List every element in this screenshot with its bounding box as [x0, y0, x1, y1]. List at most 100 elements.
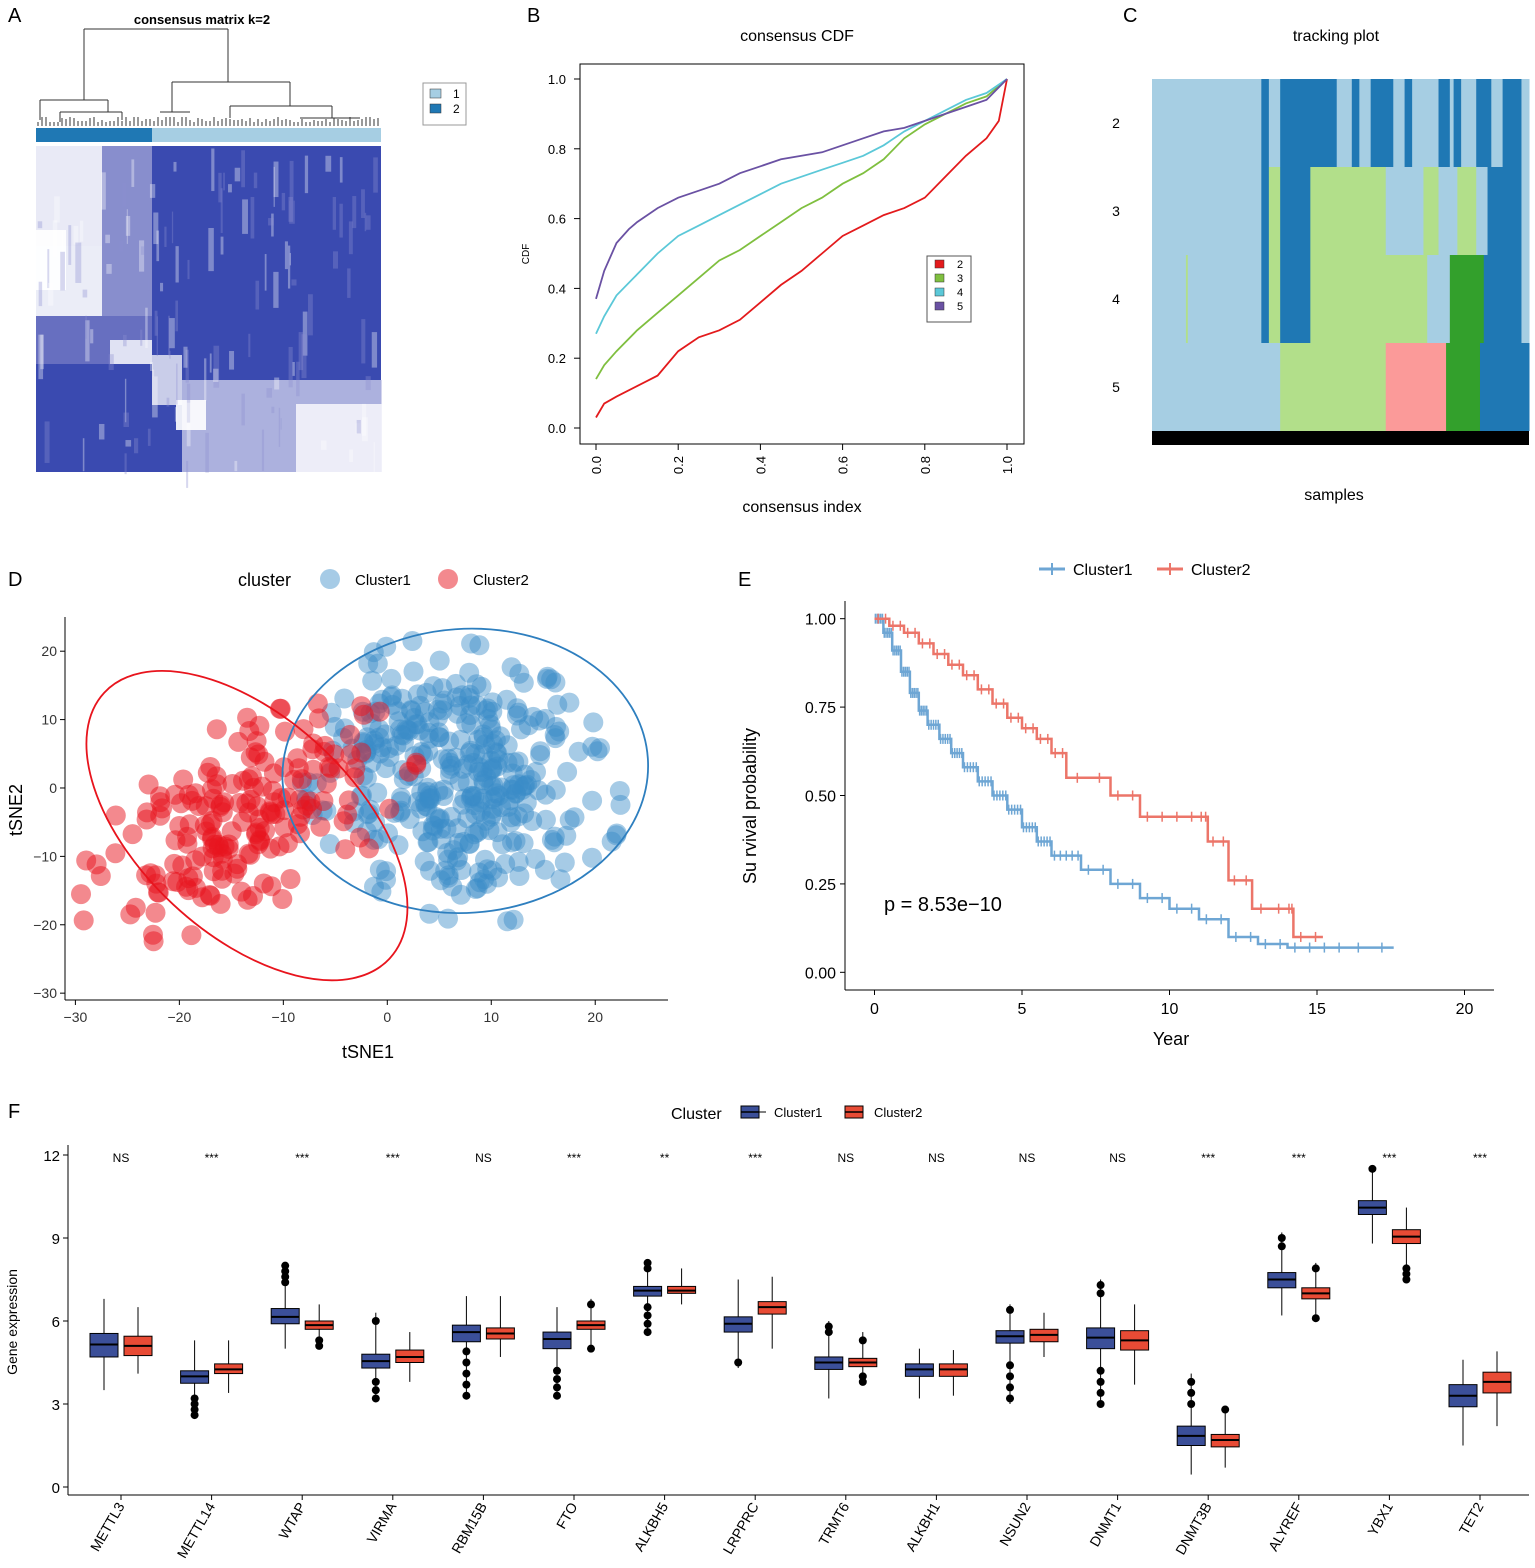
d-point-Cluster1: [491, 777, 512, 798]
heatmap-streak: [85, 315, 87, 339]
heatmap-streak: [348, 221, 353, 255]
d-point-Cluster1: [537, 666, 558, 687]
b-ytick-label: 0.0: [548, 421, 566, 436]
b-series-2: [595, 78, 1008, 418]
heatmap-streak: [171, 211, 174, 244]
d-point-Cluster1: [477, 859, 498, 880]
d-point-Cluster1: [509, 663, 530, 684]
d-point-Cluster1: [419, 903, 440, 924]
d-point-Cluster1: [375, 724, 395, 745]
heatmap-streak: [186, 383, 191, 423]
d-point-Cluster1: [460, 695, 481, 716]
d-point-Cluster2: [333, 811, 354, 832]
d-point-Cluster1: [417, 777, 438, 798]
heatmap-streak: [255, 280, 260, 310]
d-point-Cluster1: [429, 727, 450, 747]
f-significance: NS: [1019, 1151, 1036, 1165]
d-point-Cluster1: [459, 833, 480, 854]
d-point-Cluster1: [485, 730, 506, 751]
heatmap-streak: [106, 264, 112, 274]
f-outlier: [1006, 1383, 1014, 1392]
f-outlier: [371, 1317, 380, 1325]
f-outlier: [190, 1394, 199, 1403]
b-series-3: [595, 78, 1008, 380]
heatmap-streak: [47, 249, 50, 289]
e-xtick-label: 20: [1456, 1001, 1474, 1018]
d-point-Cluster1: [357, 727, 378, 748]
d-point-Cluster1: [428, 781, 449, 802]
d-point-Cluster2: [181, 925, 202, 946]
heatmap-streak: [175, 246, 179, 283]
d-point-Cluster1: [442, 876, 463, 897]
d-point-Cluster1: [503, 909, 524, 930]
heatmap-block: [176, 400, 206, 430]
d-point-Cluster1: [559, 692, 580, 713]
heatmap-streak: [68, 225, 72, 265]
d-point-Cluster1: [535, 708, 556, 729]
d-point-Cluster1: [482, 759, 503, 780]
d-point-Cluster1: [459, 833, 480, 854]
d-point-Cluster2: [171, 793, 191, 814]
c-segment: [1370, 79, 1394, 167]
d-point-Cluster1: [437, 842, 458, 863]
d-point-Cluster1: [376, 636, 397, 657]
d-point-Cluster1: [409, 720, 430, 741]
d-point-Cluster1: [393, 725, 414, 746]
f-category-label: YBX1: [1364, 1499, 1396, 1538]
legend-d-label-cluster1: Cluster1: [355, 572, 411, 589]
heatmap-streak: [82, 289, 88, 298]
heatmap-streak: [123, 334, 127, 347]
heatmap-streak: [108, 354, 114, 371]
f-outlier: [643, 1328, 652, 1337]
heatmap-streak: [98, 423, 105, 440]
d-point-Cluster1: [505, 831, 526, 851]
heatmap-block: [36, 230, 66, 290]
heatmap-streak: [365, 376, 371, 391]
heatmap-streak: [250, 196, 255, 239]
d-point-Cluster1: [525, 848, 546, 869]
legend-d-label-cluster2: Cluster2: [473, 572, 529, 589]
heatmap-streak: [145, 307, 148, 349]
d-point-Cluster1: [517, 774, 538, 795]
c-sample-bar: [1152, 431, 1529, 445]
heatmap-streak: [287, 245, 291, 289]
d-point-Cluster1: [559, 810, 580, 831]
f-category-label: METTL3: [87, 1499, 128, 1554]
b-xtick-label: 0.2: [671, 456, 686, 474]
f-outlier: [1187, 1388, 1196, 1397]
f-significance: ***: [205, 1151, 219, 1165]
d-point-Cluster2: [105, 843, 126, 864]
f-outlier: [1368, 1164, 1377, 1173]
d-point-Cluster1: [446, 687, 467, 708]
legend-e-label-cluster2: Cluster2: [1191, 562, 1251, 579]
d-point-Cluster1: [451, 860, 472, 880]
d-point-Cluster1: [433, 786, 454, 806]
d-point-Cluster1: [459, 742, 480, 763]
f-outlier: [1311, 1264, 1320, 1273]
d-point-Cluster1: [438, 849, 459, 870]
c-row-label: 3: [1112, 203, 1120, 219]
f-significance: NS: [837, 1151, 854, 1165]
f-outlier: [643, 1303, 652, 1312]
c-segment: [1404, 79, 1413, 167]
b-legend-label: 5: [957, 301, 963, 313]
heatmap-streak: [79, 220, 84, 242]
d-point-Cluster1: [503, 775, 524, 796]
f-box-Cluster1: [542, 1331, 572, 1350]
d-point-Cluster2: [245, 742, 266, 763]
heatmap-streak: [301, 334, 307, 379]
heatmap-streak: [166, 397, 170, 407]
d-point-Cluster1: [583, 712, 604, 733]
heatmap-streak: [185, 349, 189, 383]
heatmap-streak: [281, 192, 286, 211]
d-point-Cluster1: [456, 713, 477, 734]
d-point-Cluster1: [486, 783, 507, 804]
f-outlier: [553, 1383, 561, 1392]
d-point-Cluster1: [447, 818, 468, 839]
legend-a-label-1: 1: [453, 87, 460, 101]
d-point-Cluster1: [482, 692, 503, 713]
f-significance: NS: [928, 1151, 945, 1165]
d-point-Cluster1: [370, 743, 390, 764]
heatmap-streak: [40, 334, 44, 370]
